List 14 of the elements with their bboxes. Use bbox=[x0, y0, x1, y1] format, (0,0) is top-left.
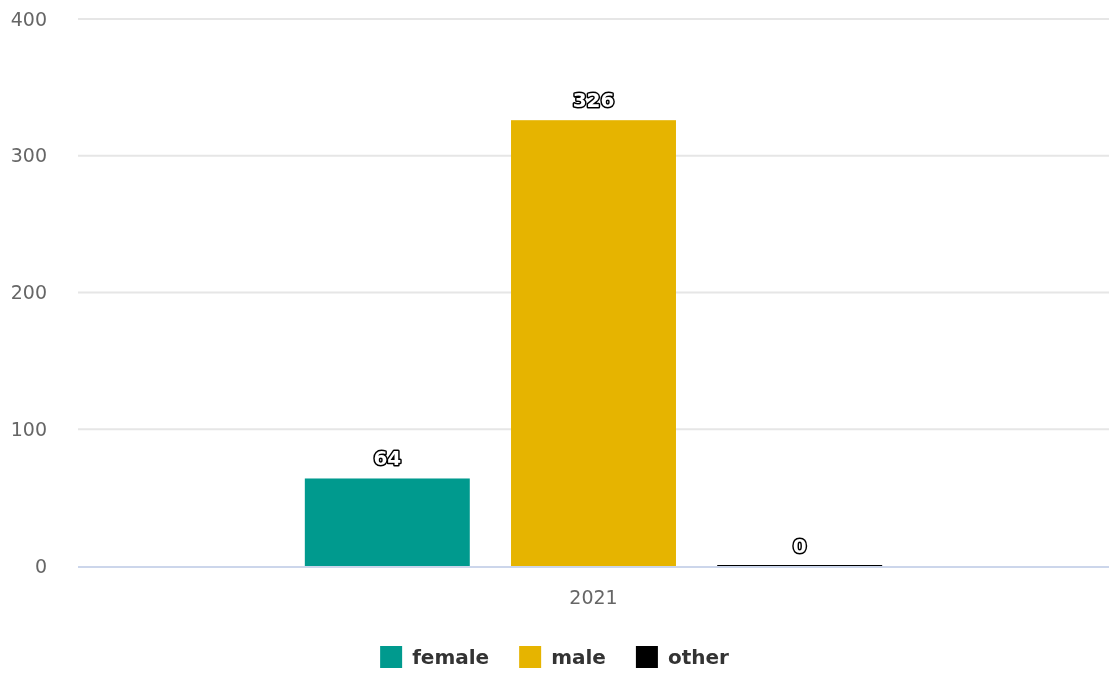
y-tick-label: 300 bbox=[10, 144, 47, 167]
legend-label: other bbox=[667, 645, 730, 669]
y-tick-label: 400 bbox=[10, 7, 47, 30]
data-label: 64 bbox=[373, 446, 402, 471]
bar bbox=[511, 120, 676, 566]
data-label: 326 bbox=[572, 88, 615, 113]
y-tick-label: 100 bbox=[10, 417, 47, 440]
bar bbox=[304, 478, 470, 566]
x-tick-label: 2021 bbox=[569, 586, 618, 608]
legend-label: male bbox=[551, 645, 606, 669]
data-label: 0 bbox=[792, 534, 807, 558]
legend-label: female bbox=[412, 645, 490, 669]
y-tick-label: 0 bbox=[34, 554, 47, 577]
y-tick-label: 200 bbox=[10, 281, 47, 304]
